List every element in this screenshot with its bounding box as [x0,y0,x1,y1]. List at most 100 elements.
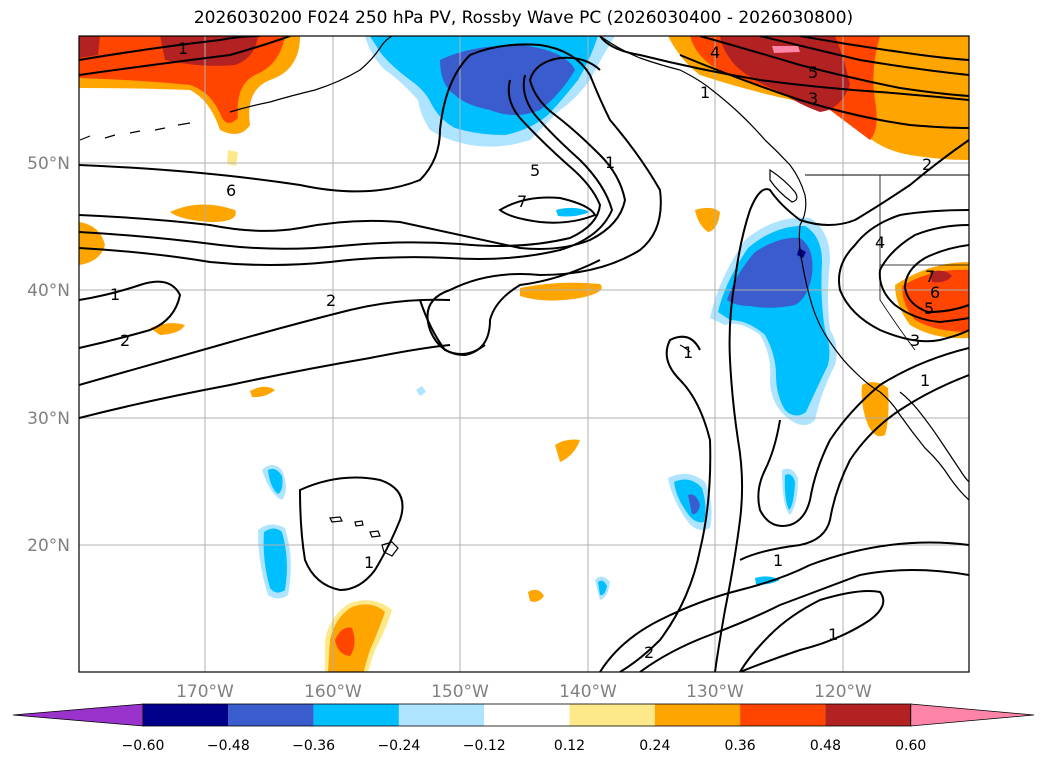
lon-label-170w: 170°W [176,682,234,702]
contour-label: 1 [773,551,783,570]
anomaly-negative-spot-7 [755,576,780,585]
anomaly-positive-spot-7 [555,439,580,462]
colorbar-segment [569,704,655,726]
anomaly-positive-spot-4 [250,386,275,398]
contour-inner-7 [498,196,597,224]
contour-mid-pacific [419,299,486,355]
colorbar-frame [142,703,912,727]
colorbar: −0.60 −0.48 −0.36 −0.24 −0.12 0.12 0.24 … [12,703,1035,754]
contour-label: 5 [808,63,818,82]
colorbar-extend-high [910,703,1035,727]
contour-label: 1 [605,153,615,172]
filled-anomalies [79,36,969,672]
anomaly-positive-spot-8 [528,589,544,602]
anomaly-positive-northeast-core [720,36,850,112]
colorbar-tick-label: 0.24 [639,738,670,754]
anomaly-positive-south-core [335,627,355,656]
anomaly-positive-northeast-peak [772,46,800,53]
anomaly-negative-spot-2-core [268,468,283,494]
colorbar-tick-label: −0.60 [122,738,165,754]
contour-label: 7 [925,267,935,286]
contour-label: 1 [700,83,710,102]
contour-east-ridge-5 [679,54,969,129]
contour-east-ridge [599,36,969,101]
contour-label: 6 [226,181,236,200]
contour-south-2 [639,569,969,672]
contour-label: 2 [326,291,336,310]
pv-contours [79,36,969,672]
contour-east-ridge-4 [799,36,969,61]
contour-west-2 [79,298,451,386]
anomaly-negative-spot-6-core [784,474,795,510]
colorbar-tick-label: 0.12 [554,738,585,754]
lon-label-150w: 150°W [431,682,489,702]
anomaly-positive-spot-6 [695,207,720,232]
contour-label: 3 [808,89,818,108]
contour-hawaii-loop [298,476,404,592]
colorbar-tick-label: 0.36 [725,738,756,754]
colorbar-tick-label: −0.24 [377,738,420,754]
colorbar-segment [228,704,314,726]
contour-label: 1 [920,371,930,390]
contour-coast-2 [838,209,969,343]
anomaly-positive-spot-5 [520,282,602,301]
contour-coast-3 [878,224,969,324]
contour-label: 5 [530,161,540,180]
alaska-south-coast [599,36,807,226]
colorbar-segment [143,704,229,726]
baja-california [899,391,969,483]
contour-label: 1 [178,39,188,58]
islands-small-1 [679,344,691,353]
contour-south-3 [739,590,885,672]
colorbar-tick-label: 0.48 [810,738,841,754]
anomaly-negative-east-peak [797,248,806,258]
colorbar-segment [654,704,741,726]
contour-east-ridge-2 [699,36,969,97]
lat-label-30n: 30°N [27,409,70,429]
colorbar-tick-label: −0.36 [292,738,335,754]
anomaly-positive-northwest-edge [79,36,100,58]
contour-central-south [619,335,712,672]
anomaly-positive-spot-1 [170,204,236,222]
anomaly-negative-spot-1 [556,207,590,217]
lon-label-160w: 160°W [304,682,362,702]
lon-label-140w: 140°W [559,682,617,702]
contour-label: 1 [683,343,693,362]
alaska-peninsula-coast [229,36,393,113]
contour-coast-4 [903,244,969,314]
contour-west-1 [79,280,182,349]
colorbar-segment [825,704,911,726]
contour-label: 4 [875,233,885,252]
contour-trough-4 [79,79,602,250]
contour-label: 6 [930,283,940,302]
contour-east-ridge-3 [759,36,969,76]
figure-title: 2026030200 F024 250 hPa PV, Rossby Wave … [193,8,854,28]
contour-southeast-1 [757,347,969,527]
contour-label: 1 [110,285,120,304]
lat-label-50n: 50°N [27,154,70,174]
vancouver-island [769,168,798,203]
contour-label-group: 1 4 5 3 2 6 7 5 1 1 2 2 1 4 7 6 5 3 1 1 … [110,39,940,662]
colorbar-tick-label: −0.48 [207,738,250,754]
anomaly-positive-california-peak [930,270,952,283]
contour-label: 5 [924,299,934,318]
anomaly-positive-south-mid [328,604,385,672]
colorbar-segment [740,704,826,726]
graticule [79,36,969,672]
contour-label: 1 [364,553,374,572]
pacific-northwest-coast [798,224,969,501]
hawaii-island-1 [329,516,343,523]
coastlines [79,36,969,557]
contour-west-3 [79,344,451,419]
contour-label: 4 [710,43,720,62]
contour-south-1 [599,541,969,672]
contour-label: 1 [828,625,838,644]
aleutian-islands [79,122,191,141]
colorbar-tick-label: 0.60 [895,738,926,754]
map-panel: 1 4 5 3 2 6 7 5 1 1 2 2 1 4 7 6 5 3 1 1 … [78,35,970,673]
lon-label-130w: 130°W [686,682,744,702]
longitude-axis: 170°W 160°W 150°W 140°W 130°W 120°W [176,682,872,702]
contour-top-left-2 [79,36,291,76]
contour-label: 2 [922,155,932,174]
